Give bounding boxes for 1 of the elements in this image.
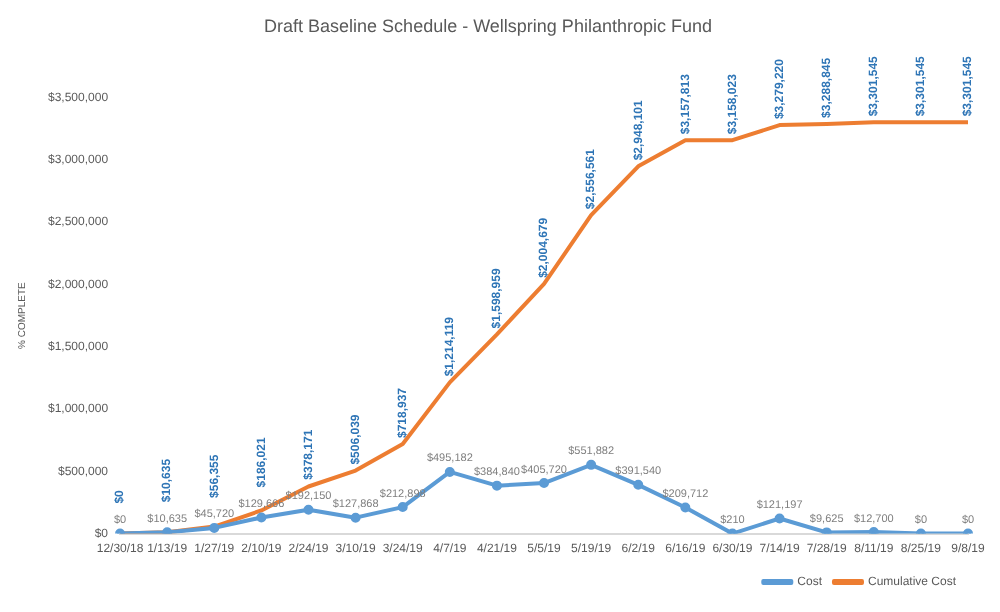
- chart-title: Draft Baseline Schedule - Wellspring Philanthropic Fund: [264, 15, 712, 36]
